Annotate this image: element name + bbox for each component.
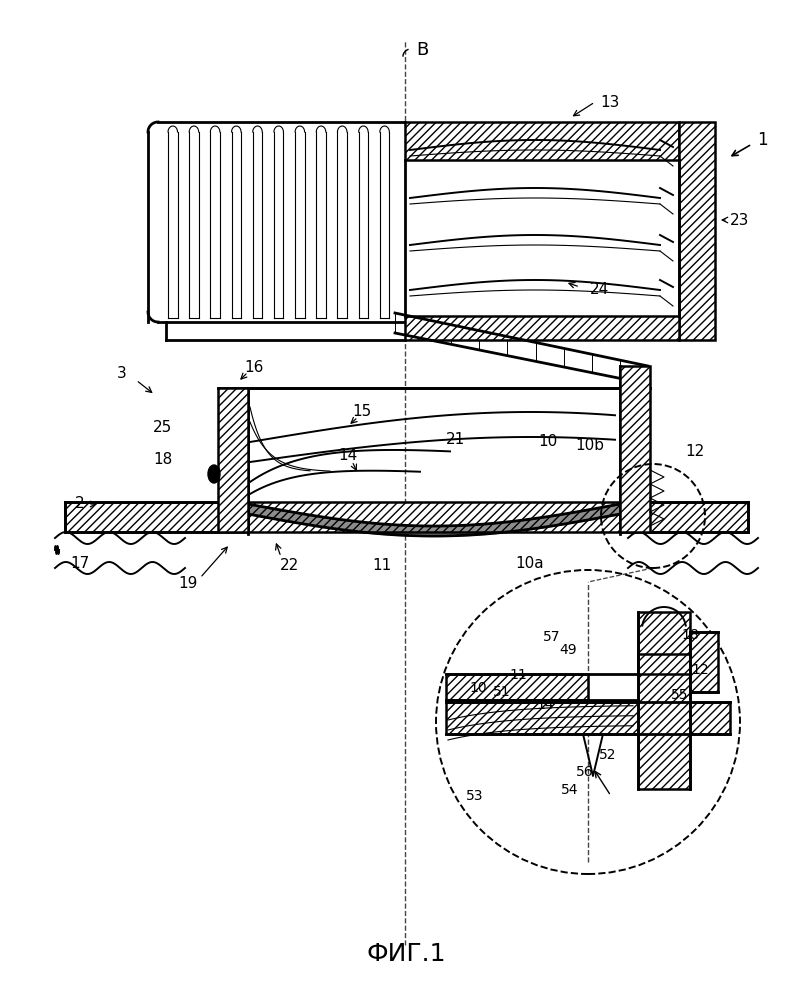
Bar — [678, 122, 714, 340]
Bar — [689, 632, 717, 692]
Text: 54: 54 — [560, 783, 578, 797]
Bar — [405, 160, 678, 316]
Text: 3: 3 — [117, 366, 127, 381]
Text: 23: 23 — [729, 213, 749, 228]
Text: 12: 12 — [690, 663, 708, 677]
Bar — [405, 122, 678, 160]
Text: 55: 55 — [671, 688, 688, 702]
Text: ФИГ.1: ФИГ.1 — [366, 942, 445, 966]
Text: B: B — [415, 41, 427, 59]
Bar — [689, 632, 717, 692]
Text: 15: 15 — [352, 404, 371, 420]
Text: 24: 24 — [590, 282, 609, 298]
Bar — [405, 316, 678, 340]
Bar — [405, 122, 678, 160]
Bar — [445, 702, 729, 734]
Bar — [620, 366, 649, 532]
Text: 14: 14 — [338, 448, 357, 464]
Text: 10: 10 — [469, 681, 487, 695]
Bar — [445, 674, 587, 700]
Bar — [637, 612, 689, 789]
Text: 1: 1 — [756, 131, 766, 149]
Text: 51: 51 — [492, 685, 510, 699]
Bar — [637, 654, 689, 674]
Bar — [445, 674, 587, 700]
Text: 12: 12 — [684, 444, 704, 460]
Text: 2: 2 — [75, 496, 84, 512]
Text: 19: 19 — [178, 576, 197, 591]
Bar — [445, 702, 729, 734]
Text: 57: 57 — [543, 630, 560, 644]
Text: 18: 18 — [680, 628, 698, 642]
Bar — [217, 388, 247, 532]
Bar — [637, 612, 689, 789]
Bar — [620, 366, 649, 532]
Bar — [590, 612, 637, 654]
Text: 25: 25 — [153, 420, 173, 436]
Text: 11: 11 — [508, 668, 526, 682]
Text: 53: 53 — [466, 789, 483, 803]
Text: 22: 22 — [280, 558, 299, 572]
Text: 21: 21 — [446, 432, 465, 448]
Text: 18: 18 — [153, 452, 173, 468]
Text: 49: 49 — [559, 643, 576, 657]
Text: 56: 56 — [576, 765, 593, 779]
Text: 14: 14 — [535, 698, 553, 712]
Text: 10a: 10a — [515, 556, 543, 572]
Text: 13: 13 — [599, 95, 619, 110]
Text: 11: 11 — [372, 558, 391, 572]
Text: 52: 52 — [599, 748, 616, 762]
Bar — [405, 316, 678, 340]
Text: 16: 16 — [244, 360, 264, 375]
Text: 10: 10 — [538, 434, 557, 450]
Bar — [637, 654, 689, 674]
Bar — [678, 122, 714, 340]
Ellipse shape — [208, 465, 220, 483]
Text: 17: 17 — [71, 556, 89, 572]
Text: 10b: 10b — [575, 438, 603, 454]
Bar — [65, 502, 747, 532]
Bar — [217, 388, 247, 532]
Bar — [65, 502, 747, 532]
